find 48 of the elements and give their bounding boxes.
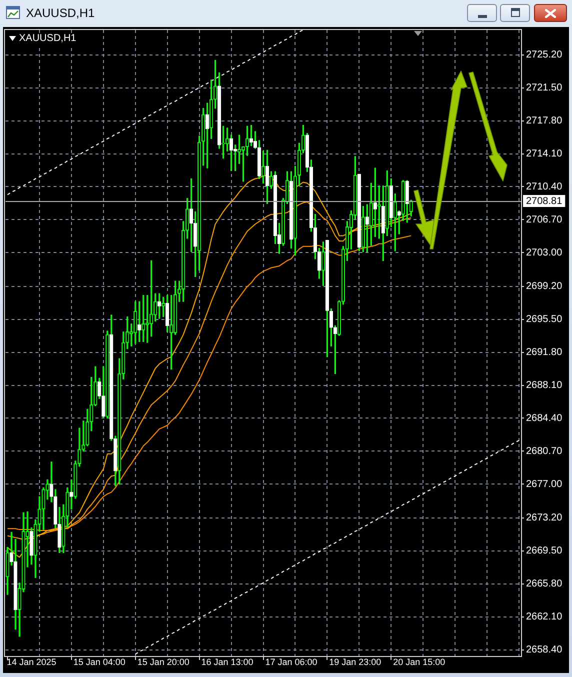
chart-subtitle: XAUUSD,H1 <box>18 33 78 45</box>
candlestick <box>162 296 166 318</box>
y-tick-label: 2695.50 <box>526 314 563 326</box>
candlestick <box>269 171 274 189</box>
candlestick <box>373 168 377 237</box>
y-tick-label: 2662.10 <box>526 612 563 623</box>
y-tick-label: 2684.40 <box>526 412 563 424</box>
candlestick <box>221 126 226 159</box>
candlestick <box>381 186 385 261</box>
x-tick-label: 19 Jan 23:00 <box>329 656 382 667</box>
candlestick <box>377 186 381 239</box>
y-tick-label: 2673.20 <box>526 512 563 524</box>
x-tick-label: 17 Jan 06:00 <box>265 656 318 667</box>
candlestick <box>154 293 158 322</box>
candlestick <box>361 206 365 252</box>
y-tick-label: 2680.70 <box>526 446 563 457</box>
y-tick-label: 2699.20 <box>526 281 563 292</box>
y-tick-label: 2703.00 <box>526 247 563 258</box>
y-tick-label: 2669.50 <box>526 546 563 557</box>
y-tick-label: 2665.80 <box>526 578 563 590</box>
candlestick <box>261 150 266 184</box>
y-tick-label: 2677.00 <box>526 478 563 490</box>
line-series <box>134 440 520 655</box>
y-tick-label: 2721.50 <box>526 82 563 94</box>
candlestick <box>365 204 369 252</box>
ref-line-label: 2708.81 <box>526 196 563 208</box>
y-tick-label: 2706.70 <box>526 214 563 226</box>
x-tick-label: 14 Jan 2025 <box>6 656 56 667</box>
y-tick-label: 2725.20 <box>526 50 563 61</box>
candlestick <box>134 301 138 344</box>
x-tick-label: 15 Jan 20:00 <box>137 656 190 667</box>
y-tick-label: 2714.10 <box>526 148 563 160</box>
candlestick <box>174 280 178 335</box>
candlestick <box>321 242 326 286</box>
y-tick-label: 2658.40 <box>526 644 563 656</box>
x-tick-label: 20 Jan 15:00 <box>393 656 446 667</box>
candlestick <box>150 260 154 337</box>
line-series <box>7 30 304 196</box>
y-tick-label: 2691.80 <box>526 347 563 358</box>
x-tick-label: 16 Jan 13:00 <box>201 656 254 667</box>
y-tick-label: 2717.80 <box>526 116 563 127</box>
x-tick-label: 15 Jan 04:00 <box>73 656 126 667</box>
candlestick <box>142 295 146 342</box>
candlestick <box>325 240 330 358</box>
y-tick-label: 2688.10 <box>526 380 563 392</box>
chart-title: XAUUSD,H1 <box>26 6 95 20</box>
y-tick-label: 2710.40 <box>526 181 563 192</box>
candlestick <box>106 330 110 419</box>
